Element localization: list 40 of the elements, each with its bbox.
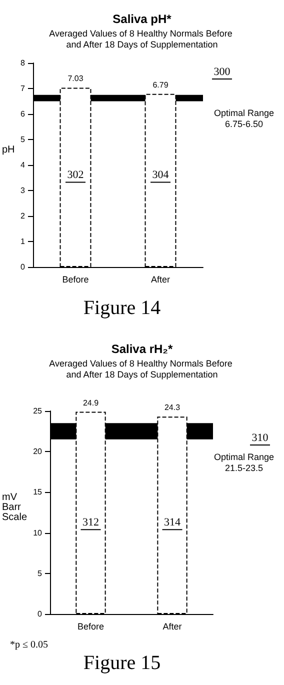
- y-tick-label: 4: [20, 160, 26, 170]
- chart-title: Saliva pH*: [112, 12, 172, 26]
- y-tick-label: 0: [38, 610, 43, 618]
- caption: Figure 15: [83, 652, 161, 674]
- x-tick-label: After: [150, 274, 170, 284]
- y-tick-label: 20: [33, 447, 43, 456]
- y-axis-title: pH: [2, 144, 15, 156]
- chart-subtitle: Averaged Values of 8 Healthy Normals Before and After 18 Days of Supplementation: [49, 28, 235, 50]
- x-tick-label: After: [162, 622, 182, 632]
- y-tick-label: 8: [20, 58, 26, 68]
- annotation: 312: [82, 516, 99, 529]
- y-tick-label: 7: [20, 84, 26, 93]
- data-label: 6.79: [152, 80, 169, 90]
- y-tick-label: 15: [33, 488, 43, 497]
- y-tick-label: 25: [33, 406, 43, 416]
- y-axis-title: mV Barr Scale: [2, 492, 28, 523]
- annotation: 302: [67, 169, 84, 182]
- caption: Figure 14: [83, 297, 161, 319]
- y-tick-label: 6: [20, 110, 26, 118]
- annotation: 314: [164, 516, 181, 529]
- y-tick-label: 0: [20, 262, 26, 272]
- y-tick-label: 5: [38, 568, 43, 578]
- legend-label: Optimal Range 21.5-23.5: [214, 452, 274, 473]
- y-tick-label: 1: [20, 237, 26, 246]
- x-tick-label: Before: [62, 274, 89, 284]
- x-tick-label: Before: [77, 622, 104, 632]
- data-label: 7.03: [68, 74, 84, 84]
- text: 300: [214, 66, 231, 78]
- y-tick-label: 3: [20, 186, 26, 195]
- chart-subtitle: Averaged Values of 8 Healthy Normals Before and After 18 Days of Supplementation: [49, 358, 235, 380]
- chart-title: Saliva rH₂*: [111, 342, 174, 356]
- band-label: Optimal Range 6.75-6.50: [214, 108, 274, 129]
- text: 310: [252, 432, 269, 444]
- y-tick-label: 2: [20, 212, 26, 220]
- data-label: 24.9: [82, 398, 100, 408]
- y-tick-label: 5: [20, 135, 26, 144]
- y-tick-label: 10: [33, 528, 43, 538]
- annotation: 304: [152, 169, 170, 182]
- text: *p ≤ 0.05: [10, 640, 48, 650]
- data-label: 24.3: [164, 403, 181, 412]
